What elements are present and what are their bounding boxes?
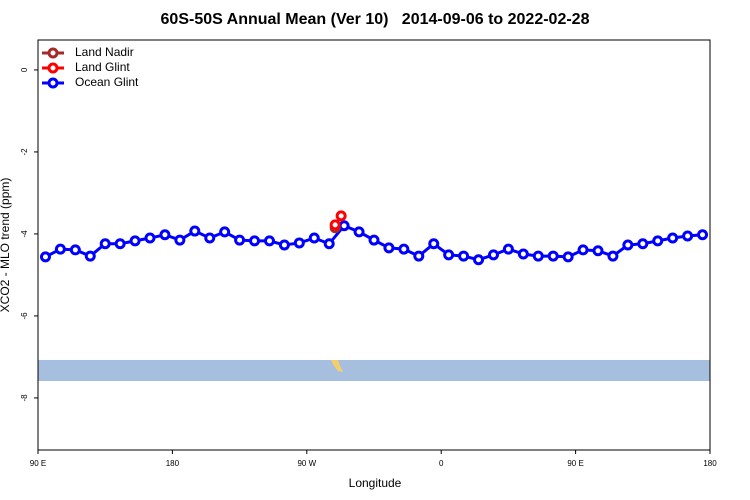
- point: [278, 239, 290, 251]
- point: [532, 250, 544, 262]
- point: [335, 210, 347, 222]
- point: [84, 250, 96, 262]
- point: [682, 230, 694, 242]
- point: [607, 250, 619, 262]
- point: [443, 249, 455, 261]
- point: [562, 251, 574, 263]
- legend-marker: [47, 47, 59, 59]
- point: [697, 229, 709, 241]
- point: [99, 238, 111, 250]
- point: [517, 248, 529, 260]
- point: [473, 254, 485, 266]
- point: [174, 234, 186, 246]
- map-land: [331, 360, 343, 372]
- point: [413, 250, 425, 262]
- y-tick-label: 0: [20, 67, 29, 72]
- point: [487, 249, 499, 261]
- point: [263, 235, 275, 247]
- plot-frame: [37, 39, 711, 451]
- point: [502, 243, 514, 255]
- point: [637, 238, 649, 250]
- point: [458, 250, 470, 262]
- legend-label: Ocean Glint: [75, 75, 139, 89]
- point: [329, 219, 341, 231]
- point: [353, 226, 365, 238]
- point: [622, 239, 634, 251]
- y-tick-label: -6: [20, 312, 29, 320]
- point: [159, 229, 171, 241]
- point: [398, 243, 410, 255]
- y-tick-label: -2: [20, 148, 29, 156]
- x-tick-label: 90 E: [567, 459, 583, 468]
- x-tick-label: 180: [166, 459, 180, 468]
- point: [39, 251, 51, 263]
- legend-label: Land Glint: [75, 60, 130, 74]
- point: [428, 238, 440, 250]
- x-axis-label: Longitude: [349, 476, 402, 490]
- map-ocean-strip: [38, 360, 710, 381]
- x-tick-label: 90 E: [30, 459, 46, 468]
- y-tick-label: -8: [20, 394, 29, 402]
- legend-marker: [47, 62, 59, 74]
- x-tick-label: 90 W: [297, 459, 316, 468]
- legend-marker: [47, 77, 59, 89]
- point: [308, 232, 320, 244]
- point: [383, 242, 395, 254]
- x-tick-label: 180: [703, 459, 717, 468]
- point: [577, 244, 589, 256]
- y-tick-label: -4: [20, 230, 29, 238]
- point: [338, 220, 350, 232]
- point: [592, 245, 604, 257]
- point: [293, 237, 305, 249]
- point: [129, 235, 141, 247]
- point: [249, 235, 261, 247]
- point: [189, 225, 201, 237]
- chart-title: 60S-50S Annual Mean (Ver 10) 2014-09-06 …: [161, 11, 590, 28]
- point: [234, 234, 246, 246]
- legend-label: Land Nadir: [75, 45, 134, 59]
- point: [114, 238, 126, 250]
- point: [667, 232, 679, 244]
- point: [219, 226, 231, 238]
- point: [547, 250, 559, 262]
- x-tick-label: 0: [439, 459, 444, 468]
- point: [368, 234, 380, 246]
- point: [144, 232, 156, 244]
- point: [69, 244, 81, 256]
- point: [204, 232, 216, 244]
- point: [54, 243, 66, 255]
- point: [323, 238, 335, 250]
- y-axis-label: XCO2 - MLO trend (ppm): [0, 178, 12, 313]
- point: [652, 235, 664, 247]
